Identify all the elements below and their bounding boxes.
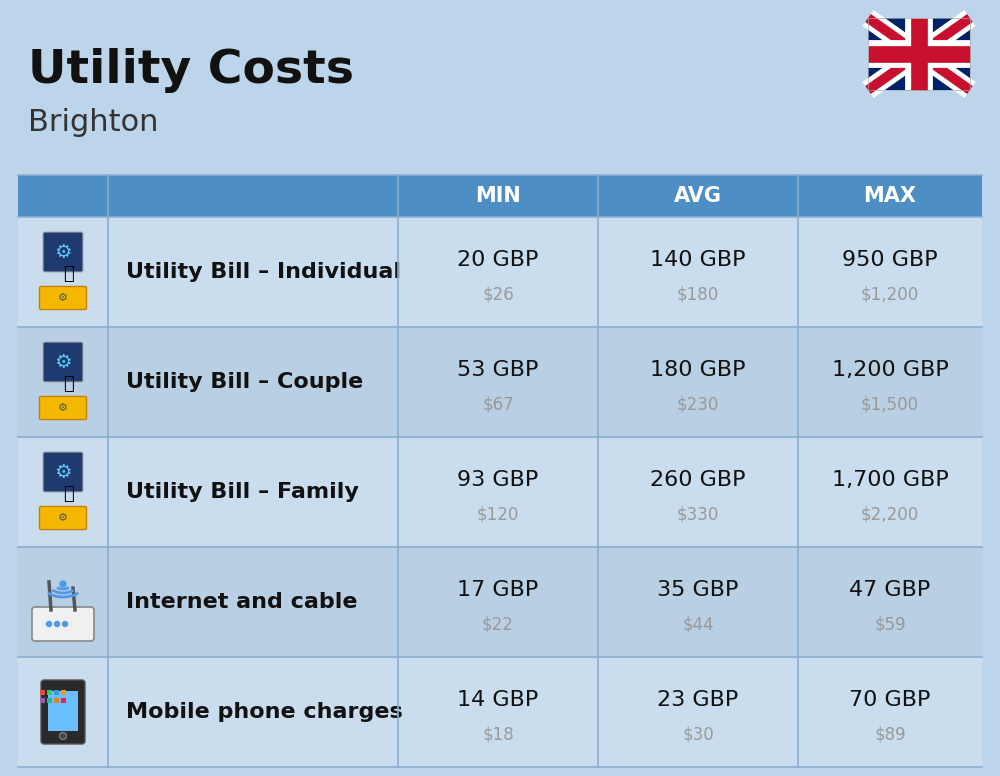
Circle shape (46, 622, 52, 626)
Text: 1,700 GBP: 1,700 GBP (832, 470, 948, 490)
Text: 1,200 GBP: 1,200 GBP (832, 360, 948, 380)
Bar (61, 698, 66, 703)
Bar (54, 690, 59, 695)
Text: $22: $22 (482, 615, 514, 633)
Text: ⚙: ⚙ (54, 242, 72, 262)
Text: $1,200: $1,200 (861, 285, 919, 303)
Text: 47 GBP: 47 GBP (849, 580, 931, 600)
Text: ⚙: ⚙ (54, 462, 72, 481)
Bar (40, 690, 45, 695)
Text: $44: $44 (682, 615, 714, 633)
Text: Brighton: Brighton (28, 108, 158, 137)
Text: 🧑: 🧑 (64, 485, 74, 503)
Text: 93 GBP: 93 GBP (457, 470, 539, 490)
Text: 140 GBP: 140 GBP (650, 250, 746, 270)
Bar (40, 698, 45, 703)
Bar (18, 327, 982, 437)
Circle shape (62, 622, 68, 626)
Text: 23 GBP: 23 GBP (657, 690, 739, 710)
FancyBboxPatch shape (43, 342, 83, 382)
Bar (868, 18, 970, 90)
Text: $67: $67 (482, 395, 514, 413)
Text: 20 GBP: 20 GBP (457, 250, 539, 270)
Text: 🧑: 🧑 (64, 375, 74, 393)
Text: 🧑: 🧑 (64, 265, 74, 283)
Text: 17 GBP: 17 GBP (457, 580, 539, 600)
Text: 14 GBP: 14 GBP (457, 690, 539, 710)
FancyBboxPatch shape (32, 607, 94, 641)
Bar (48, 691, 78, 731)
Bar (18, 547, 982, 657)
Text: MIN: MIN (475, 186, 521, 206)
Text: ⚙: ⚙ (58, 403, 68, 413)
Circle shape (60, 581, 66, 587)
Bar (61, 690, 66, 695)
Text: ⚙: ⚙ (58, 513, 68, 523)
Text: Utility Bill – Individual: Utility Bill – Individual (126, 262, 401, 282)
Text: AVG: AVG (674, 186, 722, 206)
Bar (18, 657, 982, 767)
Text: $59: $59 (874, 615, 906, 633)
Text: 950 GBP: 950 GBP (842, 250, 938, 270)
Bar (18, 175, 982, 217)
Text: Utility Bill – Couple: Utility Bill – Couple (126, 372, 363, 392)
Text: $2,200: $2,200 (861, 505, 919, 523)
FancyBboxPatch shape (40, 397, 87, 420)
Circle shape (60, 733, 66, 740)
Text: 53 GBP: 53 GBP (457, 360, 539, 380)
Text: Utility Costs: Utility Costs (28, 48, 354, 93)
Bar (47, 690, 52, 695)
Bar (18, 437, 982, 547)
Text: Mobile phone charges: Mobile phone charges (126, 702, 403, 722)
Circle shape (54, 622, 60, 626)
FancyBboxPatch shape (40, 507, 87, 529)
Text: $26: $26 (482, 285, 514, 303)
Text: $120: $120 (477, 505, 519, 523)
FancyBboxPatch shape (43, 232, 83, 272)
Text: $180: $180 (677, 285, 719, 303)
Text: ⚙: ⚙ (54, 352, 72, 372)
Bar (47, 698, 52, 703)
FancyBboxPatch shape (40, 286, 87, 310)
Text: 260 GBP: 260 GBP (650, 470, 746, 490)
Text: $330: $330 (677, 505, 719, 523)
Text: ⚙: ⚙ (58, 293, 68, 303)
Text: 70 GBP: 70 GBP (849, 690, 931, 710)
FancyBboxPatch shape (43, 452, 83, 492)
Text: $230: $230 (677, 395, 719, 413)
FancyBboxPatch shape (41, 680, 85, 744)
Text: $18: $18 (482, 725, 514, 743)
Text: $89: $89 (874, 725, 906, 743)
Text: $1,500: $1,500 (861, 395, 919, 413)
Text: 35 GBP: 35 GBP (657, 580, 739, 600)
Text: Utility Bill – Family: Utility Bill – Family (126, 482, 359, 502)
Bar (18, 217, 982, 327)
Text: Internet and cable: Internet and cable (126, 592, 358, 612)
Text: MAX: MAX (864, 186, 916, 206)
Bar (868, 18, 970, 90)
Bar (54, 698, 59, 703)
Text: 180 GBP: 180 GBP (650, 360, 746, 380)
Text: $30: $30 (682, 725, 714, 743)
